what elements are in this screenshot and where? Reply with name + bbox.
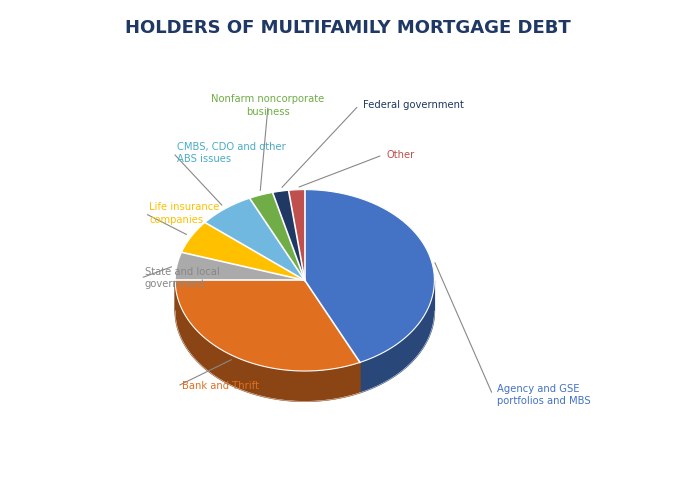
Polygon shape bbox=[175, 220, 434, 401]
Polygon shape bbox=[273, 190, 305, 280]
Polygon shape bbox=[360, 281, 434, 393]
Polygon shape bbox=[175, 280, 360, 371]
Polygon shape bbox=[175, 280, 360, 401]
Text: State and local
government: State and local government bbox=[145, 267, 220, 289]
Polygon shape bbox=[305, 280, 360, 393]
Text: Other: Other bbox=[387, 150, 415, 160]
Polygon shape bbox=[289, 190, 305, 280]
Polygon shape bbox=[175, 252, 305, 280]
Polygon shape bbox=[250, 192, 305, 280]
Text: CMBS, CDO and other
ABS issues: CMBS, CDO and other ABS issues bbox=[177, 142, 286, 164]
Polygon shape bbox=[305, 280, 360, 393]
Polygon shape bbox=[175, 280, 305, 311]
Polygon shape bbox=[305, 190, 434, 362]
Text: Nonfarm noncorporate
business: Nonfarm noncorporate business bbox=[212, 94, 325, 117]
Polygon shape bbox=[182, 223, 305, 280]
Text: Bank and Thrift: Bank and Thrift bbox=[182, 381, 259, 391]
Text: HOLDERS OF MULTIFAMILY MORTGAGE DEBT: HOLDERS OF MULTIFAMILY MORTGAGE DEBT bbox=[125, 19, 571, 37]
Text: Life insurance
companies: Life insurance companies bbox=[149, 202, 220, 225]
Text: Agency and GSE
portfolios and MBS: Agency and GSE portfolios and MBS bbox=[497, 384, 591, 406]
Polygon shape bbox=[205, 198, 305, 280]
Polygon shape bbox=[175, 280, 305, 311]
Text: Federal government: Federal government bbox=[363, 100, 464, 110]
